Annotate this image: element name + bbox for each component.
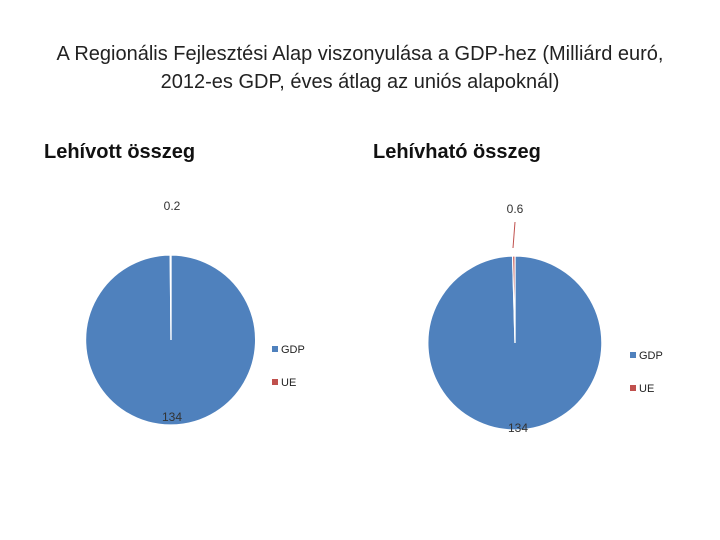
- pie1-data-label-ue: 0.2: [164, 199, 181, 213]
- pie1-legend-swatch-gdp: [272, 346, 278, 352]
- pie1-slice-ue: [169, 254, 172, 341]
- chart-title-lehivott: Lehívott összeg: [44, 141, 196, 163]
- pie2-data-label-gdp: 134: [508, 421, 528, 435]
- slide-title: A Regionális Fejlesztési Alap viszonyulá…: [56, 43, 664, 93]
- pie2-legend-label-ue: UE: [639, 383, 654, 395]
- pie2-legend-swatch-gdp: [630, 352, 636, 358]
- pie1-legend-swatch-ue: [272, 379, 278, 385]
- pie2-legend-swatch-ue: [630, 385, 636, 391]
- pie1-legend-label-ue: UE: [281, 377, 296, 389]
- pie1-data-label-gdp: 134: [162, 410, 182, 424]
- pie1-legend-label-gdp: GDP: [281, 344, 305, 356]
- pie2-leader-line: [512, 221, 516, 249]
- pie2-data-label-ue: 0.6: [507, 202, 524, 216]
- chart-title-lehivhato: Lehívható összeg: [373, 141, 541, 163]
- pie2-legend-label-gdp: GDP: [639, 350, 663, 362]
- pie2-slice-ue: [511, 255, 516, 344]
